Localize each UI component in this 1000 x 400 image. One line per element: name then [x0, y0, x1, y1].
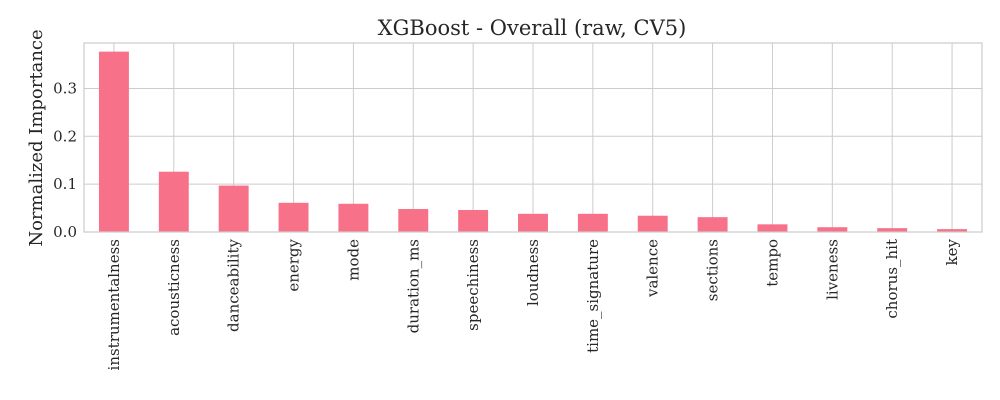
bar-mode: [338, 203, 369, 232]
x-tick-label-valence: valence: [644, 239, 662, 298]
bar-acousticness: [158, 171, 189, 232]
x-tick-label-danceability: danceability: [225, 238, 243, 331]
y-tick-label: 0.3: [53, 79, 77, 97]
bar-chorus_hit: [877, 228, 908, 232]
x-tick-label-duration_ms: duration_ms: [404, 239, 422, 333]
x-tick-label-key: key: [943, 238, 961, 265]
bar-tempo: [757, 224, 788, 232]
x-tick-label-liveness: liveness: [823, 239, 841, 300]
bar-energy: [278, 202, 309, 232]
x-tick-label-acousticness: acousticness: [165, 239, 183, 336]
x-tick-label-chorus_hit: chorus_hit: [883, 239, 901, 319]
y-tick-labels: 0.0 0.1 0.2 0.3: [53, 79, 77, 241]
y-tick-label: 0.2: [53, 127, 77, 145]
y-tick-label: 0.0: [53, 223, 77, 241]
bar-sections: [697, 217, 728, 232]
x-tick-label-tempo: tempo: [763, 239, 781, 287]
bar-valence: [637, 215, 668, 232]
x-tick-label-speechiness: speechiness: [464, 239, 482, 331]
x-tick-label-mode: mode: [344, 239, 362, 281]
bar-time_signature: [577, 213, 608, 232]
chart-title: XGBoost - Overall (raw, CV5): [378, 16, 687, 40]
bar-instrumentalness: [98, 51, 129, 233]
x-tick-label-time_signature: time_signature: [584, 239, 602, 353]
x-tick-label-energy: energy: [285, 238, 303, 291]
bar-duration_ms: [398, 209, 429, 232]
y-tick-label: 0.1: [53, 175, 77, 193]
x-tick-label-loudness: loudness: [524, 239, 542, 306]
plot-frame: [83, 42, 983, 233]
x-tick-labels: instrumentalness acousticness danceability…: [105, 238, 961, 370]
x-tick-label-instrumentalness: instrumentalness: [105, 239, 123, 370]
bar-key: [937, 229, 968, 232]
grid-layer: [84, 43, 982, 233]
bar-danceability: [218, 185, 249, 232]
y-axis-label: Normalized Importance: [26, 29, 47, 246]
bar-loudness: [518, 213, 548, 232]
bar-layer: [98, 51, 968, 233]
x-tick-label-sections: sections: [704, 239, 722, 301]
bar-liveness: [817, 227, 848, 232]
bar-speechiness: [458, 209, 489, 232]
